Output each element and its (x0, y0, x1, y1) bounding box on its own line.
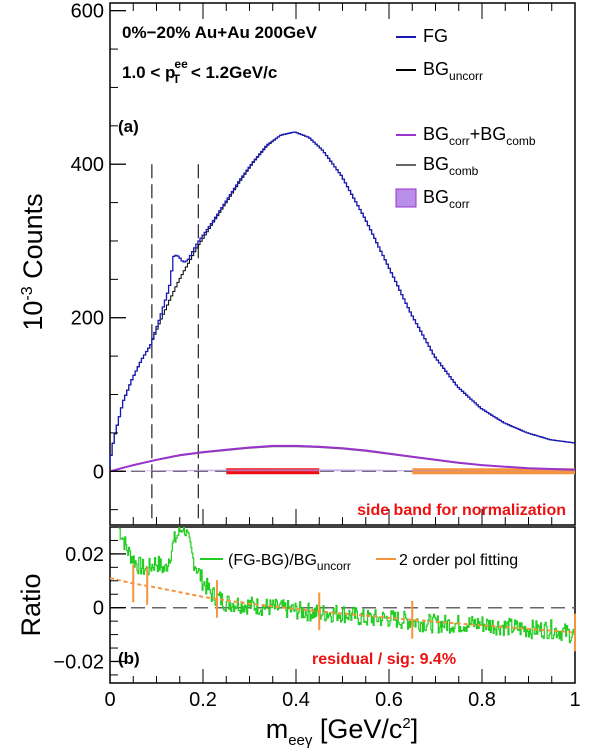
info-collision-system: 0%−20% Au+Au 200GeV (122, 23, 318, 42)
x-tick-label: 0.2 (189, 689, 217, 711)
residual-label: residual / sig: 9.4% (312, 651, 456, 668)
bg-corr-plus-comb-line (109, 444, 576, 473)
y-tick-label-b: 0.02 (65, 544, 104, 566)
y-tick-label-b: −0.02 (53, 651, 104, 673)
y-tick-label-a: 400 (71, 154, 104, 176)
x-tick-label: 0.8 (468, 689, 496, 711)
x-tick-label: 1 (569, 689, 580, 711)
legend-label-a: BGuncorr (423, 59, 483, 83)
legend-label-b: 2 order pol fitting (399, 552, 518, 569)
legend-label-a: BGcorr (423, 187, 470, 211)
info-pt-range: 1.0 < pee T < 1.2GeV/c (122, 57, 277, 86)
legend-label-b: (FG-BG)/BGuncorr (228, 552, 351, 573)
y-tick-label-a: 600 (71, 1, 104, 23)
y-tick-label-a: 200 (71, 308, 104, 330)
x-axis-title: meeγ [GeV/c2] (266, 714, 419, 749)
panel-label-b: (b) (118, 649, 140, 668)
fg-line (109, 131, 575, 468)
panel-b: 0.020−0.020 0.2 0.4 0.6 0.8 1Ratio(FG-BG)/BGu… (16, 526, 581, 711)
legend-label-a: BGcomb (423, 154, 479, 178)
legend-label-a: BGcorr+BGcomb (423, 124, 536, 148)
y-tick-label-a: 0 (93, 461, 104, 483)
side-band-label: side band for normalization (357, 502, 566, 519)
x-tick-label: 0.6 (375, 689, 403, 711)
legend-swatch-a (395, 188, 417, 208)
y-axis-title-b: Ratio (16, 573, 46, 636)
legend-label-a: FG (423, 26, 448, 46)
panel-a: 0 200 400 600 10-3 Counts 0%−20% Au+Au 200GeV… (18, 1, 576, 526)
x-tick-label: 0 (104, 689, 115, 711)
y-tick-label-b: 0 (93, 598, 104, 620)
x-tick-label: 0.4 (282, 689, 310, 711)
panel-label-a: (a) (118, 117, 139, 136)
bg-corr-area (110, 469, 575, 472)
ratio-line (118, 527, 575, 644)
y-axis-title-a: 10-3 Counts (18, 193, 48, 330)
